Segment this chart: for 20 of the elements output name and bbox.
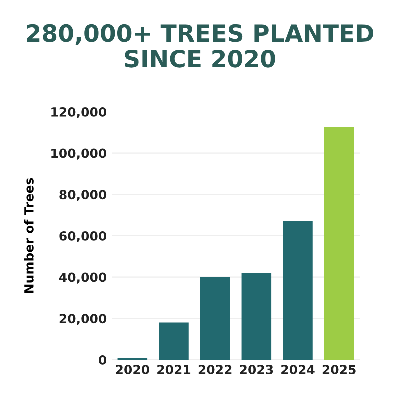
chart-title: 280,000+ TREES PLANTED SINCE 2020 bbox=[27, 24, 374, 68]
bar bbox=[324, 128, 354, 360]
y-axis-title: Number of Trees bbox=[24, 178, 34, 294]
bar bbox=[283, 222, 313, 360]
y-tick-label: 60,000 bbox=[60, 231, 107, 243]
y-tick-label: 40,000 bbox=[59, 272, 107, 284]
x-tick-label: 2024 bbox=[282, 365, 315, 375]
y-tick-label: 20,000 bbox=[60, 314, 107, 326]
y-tick-label: 100,000 bbox=[52, 148, 107, 160]
y-tick-label: 80,000 bbox=[60, 190, 107, 202]
bar bbox=[200, 277, 230, 360]
y-tick-label: 120,000 bbox=[52, 107, 107, 119]
x-tick-label: 2020 bbox=[116, 365, 150, 375]
x-tick-label: 2021 bbox=[158, 365, 191, 375]
x-tick-label: 2025 bbox=[322, 365, 356, 375]
x-tick-label: 2022 bbox=[198, 365, 232, 375]
x-tick-label: 2023 bbox=[240, 365, 274, 375]
bar bbox=[242, 273, 272, 360]
bar bbox=[159, 322, 189, 360]
y-tick-label: 0 bbox=[99, 355, 107, 365]
